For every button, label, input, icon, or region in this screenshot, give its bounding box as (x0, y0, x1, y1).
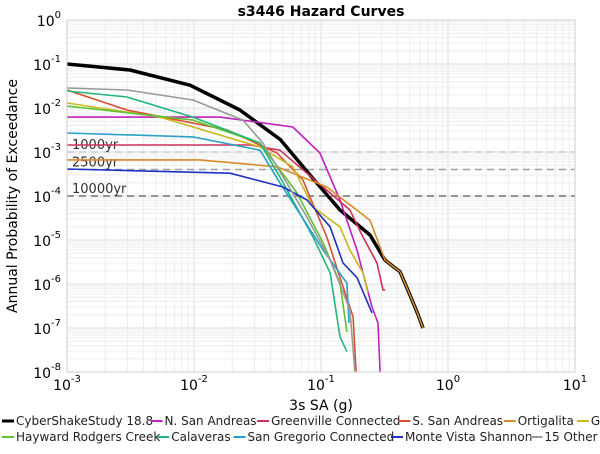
y-tick-label: 10-7 (33, 318, 61, 338)
legend-label: Greenville Connected (271, 414, 400, 428)
legend-item: San Gregorio Connected (233, 430, 395, 444)
y-tick-label: 10-4 (33, 186, 61, 206)
legend-label: Hayward Rodgers Creek (16, 430, 160, 444)
legend-item: N. San Andreas (150, 414, 257, 428)
plot-frame (66, 19, 576, 373)
y-tick-label: 100 (37, 10, 61, 30)
series-line-calaveras (67, 90, 348, 353)
legend: CyberShakeStudy 18.8 N. San Andreas Greenv… (2, 414, 600, 444)
tick-labels: 10-3 10-2 10-1 100 101 100 10-1 10-2 10-3 10-4 10-… (33, 10, 587, 394)
legend-item: Ortigalita (503, 414, 574, 428)
x-tick-label: 10-2 (180, 374, 208, 394)
y-tick-label: 10-8 (33, 362, 61, 382)
series-line-ortigalita (67, 159, 424, 329)
legend-label: 15 Other Sources (544, 430, 600, 444)
legend-label: Calaveras (171, 430, 230, 444)
legend-label: Great Valley (591, 414, 600, 428)
series-line-monte-vista-shannon (67, 168, 373, 314)
legend-item: S. San Andreas (398, 414, 503, 428)
y-tick-label: 10-1 (33, 54, 61, 74)
series-line-s-san-andreas (67, 89, 357, 372)
reference-line-label: 2500yr (72, 156, 119, 171)
legend-item: Greenville Connected (257, 414, 400, 428)
y-tick-label: 10-3 (33, 142, 61, 162)
legend-item: Monte Vista Shannon (390, 430, 532, 444)
grid (67, 20, 575, 372)
series-lines (67, 62, 425, 372)
legend-item: Great Valley (576, 414, 600, 428)
x-tick-label: 10-3 (53, 374, 81, 394)
x-tick-label: 100 (436, 374, 460, 394)
legend-label: Monte Vista Shannon (405, 430, 532, 444)
x-axis-label: 3s SA (g) (289, 398, 353, 414)
legend-label: Ortigalita (518, 414, 574, 428)
legend-item: CyberShakeStudy 18.8 (2, 414, 153, 428)
legend-label: CyberShakeStudy 18.8 (16, 414, 153, 428)
reference-line-label: 10000yr (72, 182, 127, 197)
legend-label: N. San Andreas (164, 414, 256, 428)
y-tick-label: 10-6 (33, 274, 61, 294)
chart-title: s3446 Hazard Curves (238, 4, 405, 20)
y-tick-label: 10-5 (33, 230, 61, 250)
y-tick-label: 10-2 (33, 98, 61, 118)
x-tick-label: 10-1 (307, 374, 335, 394)
legend-item: Hayward Rodgers Creek (2, 430, 160, 444)
series-line-san-gregorio-connected (67, 132, 350, 324)
legend-item: 15 Other Sources (530, 430, 600, 444)
legend-label: San Gregorio Connected (248, 430, 395, 444)
legend-label: S. San Andreas (412, 414, 503, 428)
y-axis-label: Annual Probability of Exceedance (5, 79, 21, 313)
legend-item: Calaveras (157, 430, 231, 444)
x-tick-label: 101 (563, 374, 587, 394)
series-line-15-other-sources (67, 87, 356, 372)
